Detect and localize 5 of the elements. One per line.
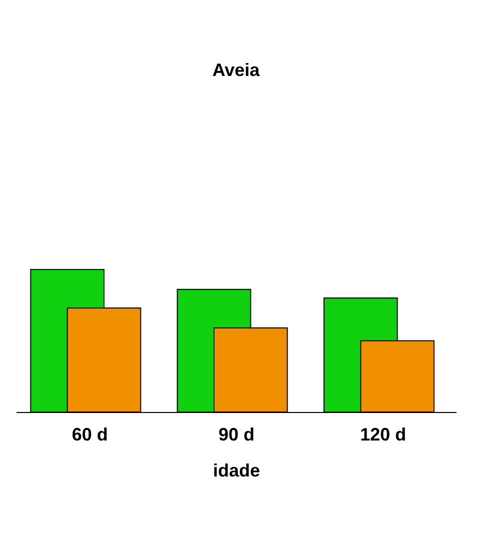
chart-title: Aveia <box>212 60 261 80</box>
x-tick-label: 90 d <box>218 424 255 444</box>
x-axis-title: idade <box>212 460 260 480</box>
x-tick-label: 120 d <box>360 424 406 444</box>
x-tick-label: 60 d <box>72 424 108 444</box>
